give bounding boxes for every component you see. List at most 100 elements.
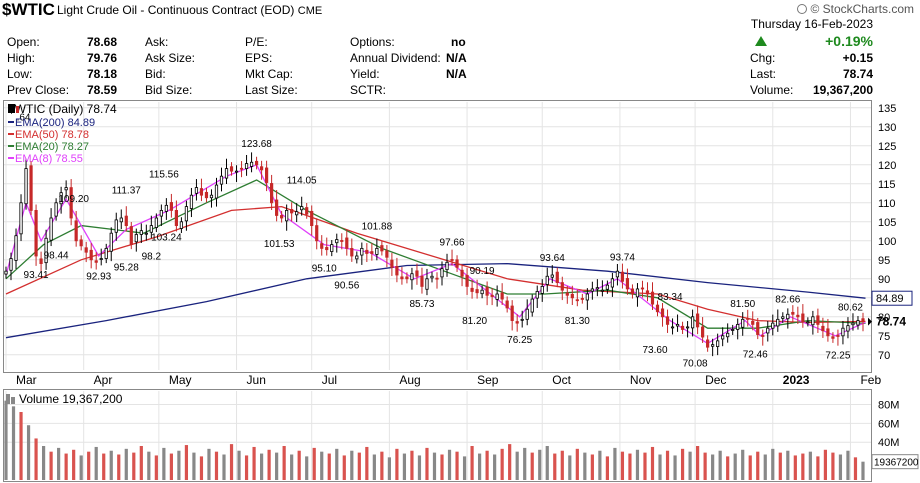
candle-body [104,247,108,259]
candle-body [716,340,720,347]
candle-body [370,251,374,254]
volume-bar [838,454,843,480]
candle-body [475,289,479,294]
volume-bar [244,455,249,480]
eps-label: EPS: [245,51,273,65]
volume-bar [523,447,527,480]
volume-bar [207,448,211,480]
candle-body [600,289,604,292]
candle-body [290,209,294,214]
last-price-labels: 84.89 78.74 [868,290,913,329]
candle-body [39,258,43,265]
mkt-cap-label: Mkt Cap: [245,67,294,81]
candle-body [605,284,609,290]
volume-bar [485,450,489,480]
candle-body [791,311,795,315]
volume-bar [477,453,482,480]
candle-body [680,325,685,330]
candle-body [350,247,354,257]
candle-body [270,183,274,204]
candle-body [315,225,319,242]
volume-bar [192,452,196,480]
price-annotation-label: 114.05 [287,175,317,186]
volume-bar [117,454,121,480]
volume-bar [530,452,534,480]
volume-bar [462,456,467,480]
chg-label: Chg: [750,51,776,65]
volume-chart[interactable]: 40M 60M 80M 19367200 Volume 19,367,200 [0,387,920,483]
candle-body [184,206,189,222]
candle-body [841,327,845,337]
ask-size-label: Ask Size: [145,51,196,65]
candle-body [239,167,244,170]
annual-dividend-value: N/A [446,51,467,65]
price-annotation-label: 92.93 [86,272,111,283]
price-y-tick-label: 75 [878,331,890,343]
volume-bar [147,451,151,480]
candle-body [9,258,13,271]
legend-title-marker-2 [16,106,19,113]
candle-body [440,268,444,278]
candle-body [305,207,309,215]
candle-body [280,215,284,219]
volume-bar [650,446,655,480]
price-annotation-label: 97.66 [440,238,465,249]
price-y-tick-label: 90 [878,274,890,286]
price-x-tick-label: Aug [399,373,420,387]
candle-body [34,210,38,257]
volume-bar [109,450,113,480]
volume-bar [410,450,414,480]
candle-body [635,288,640,298]
candle-body [365,249,369,254]
stockcharts-credit[interactable]: © StockCharts.com [797,2,914,16]
price-y-tick-label: 125 [878,141,896,153]
volume-bar [575,448,579,480]
price-annotation-label: 123.68 [241,139,272,150]
candle-body [94,260,98,263]
price-chart[interactable]: 707580859095100105110115120125130135 Mar… [0,98,920,388]
volume-bar [816,456,820,480]
candle-body [675,323,680,327]
candle-body [811,316,815,326]
candle-body [360,247,364,256]
candle-body [405,276,409,280]
candle-body [390,259,394,268]
volume-bar [26,425,31,480]
candle-body [655,304,660,313]
price-annotation-label: 109.20 [58,194,89,205]
volume-bar [726,456,730,480]
candle-body [335,239,339,244]
volume-bar [94,446,98,480]
price-annotation-label: 90.19 [470,266,495,277]
open-value: 78.68 [87,35,118,49]
candle-body [851,322,855,326]
candle-body [786,313,790,320]
volume-bar [823,449,828,480]
volume-bar [680,448,685,480]
price-annotation-label: 80.62 [838,302,863,313]
candle-body [44,237,48,264]
candle-body [14,235,18,261]
candle-body [149,225,153,233]
candle-body [129,226,133,246]
quote-date: Thursday 16-Feb-2023 [750,17,873,31]
candle-body [244,163,249,169]
volume-bar [184,445,189,480]
candle-body [134,234,138,243]
candle-body [736,323,740,330]
candle-body [460,269,464,277]
volume-bar [402,453,407,480]
candle-body [565,292,569,296]
price-y-tick-label: 130 [878,122,896,134]
price-annotation-label: 98.44 [44,251,69,262]
candle-body [69,187,73,219]
candle-body [194,187,199,194]
candle-body [726,332,730,338]
volume-bars [4,400,865,480]
candle-body [144,232,148,235]
low-label: Low: [7,67,33,81]
volume-bar [237,450,241,480]
volume-bar [154,455,158,480]
candle-body [746,317,750,320]
volume-bar [19,412,23,480]
